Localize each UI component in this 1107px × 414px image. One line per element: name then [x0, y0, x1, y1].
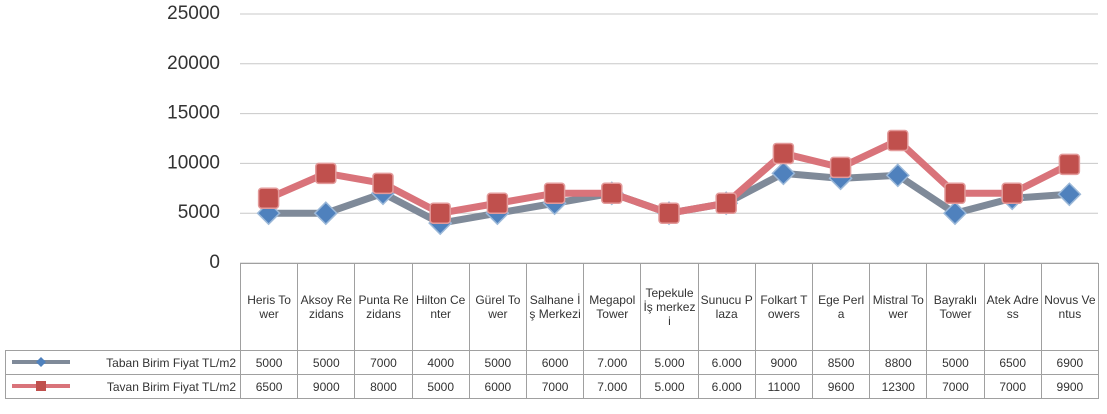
category-label: Heris Tower — [240, 263, 299, 351]
category-label: Ege Perla — [812, 263, 871, 351]
marker — [486, 192, 509, 214]
value-label: 5000 — [411, 374, 470, 399]
legend-entry: Tavan Birim Fiyat TL/m2 — [5, 374, 241, 399]
marker — [543, 182, 566, 205]
value-label: 6.000 — [697, 350, 756, 375]
value-label: 8800 — [869, 350, 928, 375]
legend-entry: Taban Birim Fiyat TL/m2 — [5, 350, 241, 375]
value-label: 11000 — [754, 374, 813, 399]
category-label: Aksoy Rezidans — [297, 263, 356, 351]
value-label: 7000 — [926, 374, 985, 399]
y-tick-label: 15000 — [167, 103, 220, 124]
value-label: 7000 — [983, 374, 1042, 399]
marker — [658, 202, 680, 224]
y-tick-label: 25000 — [167, 3, 220, 24]
value-label: 6900 — [1040, 350, 1099, 375]
value-label: 6500 — [983, 350, 1042, 375]
category-label: Sunucu Plaza — [697, 263, 756, 351]
value-label: 7000 — [354, 350, 413, 375]
value-label: 8000 — [354, 374, 413, 399]
category-label: Folkart Towers — [754, 263, 813, 351]
marker — [1001, 182, 1023, 205]
category-label: Megapol Tower — [583, 263, 642, 351]
marker — [372, 172, 394, 195]
y-tick-label: 10000 — [167, 152, 220, 173]
value-label: 6500 — [240, 374, 299, 399]
category-label: Gürel Tower — [468, 263, 527, 351]
value-label: 6000 — [468, 374, 527, 399]
marker — [601, 182, 623, 205]
marker — [1058, 153, 1081, 176]
category-label: Bayraklı Tower — [926, 263, 985, 351]
value-label: 9900 — [1040, 374, 1099, 399]
marker — [829, 156, 852, 179]
category-label: Punta Rezidans — [354, 263, 413, 351]
y-tick-label: 20000 — [167, 53, 220, 74]
marker — [315, 162, 337, 185]
marker — [942, 201, 968, 226]
marker — [257, 187, 280, 210]
marker — [887, 129, 909, 152]
category-label: Tepekule İş merkezi — [640, 263, 699, 351]
marker — [715, 192, 737, 214]
category-label: Atek Adress — [983, 263, 1042, 351]
category-label: Mistral Tower — [869, 263, 928, 351]
value-label: 5.000 — [640, 350, 699, 375]
y-tick-label: 0 — [209, 252, 220, 273]
value-label: 7.000 — [583, 374, 642, 399]
legend-key-marker — [36, 381, 46, 391]
value-label: 5000 — [240, 350, 299, 375]
value-label: 9000 — [754, 350, 813, 375]
value-label: 4000 — [411, 350, 470, 375]
y-tick-label: 5000 — [178, 202, 220, 223]
value-label: 6.000 — [697, 374, 756, 399]
value-label: 5000 — [468, 350, 527, 375]
marker — [1057, 182, 1082, 207]
value-label: 5000 — [297, 350, 356, 375]
marker — [885, 163, 910, 188]
marker — [772, 142, 795, 165]
marker — [429, 202, 451, 224]
category-label: Novus Ventus — [1040, 263, 1099, 351]
value-label: 7.000 — [583, 350, 642, 375]
value-label: 9000 — [297, 374, 356, 399]
value-label: 9600 — [812, 374, 871, 399]
marker — [944, 182, 966, 205]
marker — [313, 201, 338, 226]
value-label: 8500 — [812, 350, 871, 375]
value-label: 5000 — [926, 350, 985, 375]
value-label: 7000 — [526, 374, 585, 399]
value-label: 5.000 — [640, 374, 699, 399]
category-label: Hilton Center — [411, 263, 470, 351]
value-label: 12300 — [869, 374, 928, 399]
category-label: Salhane İş Merkezi — [526, 263, 585, 351]
value-label: 6000 — [526, 350, 585, 375]
marker — [771, 161, 796, 186]
legend-key-marker — [36, 357, 46, 367]
